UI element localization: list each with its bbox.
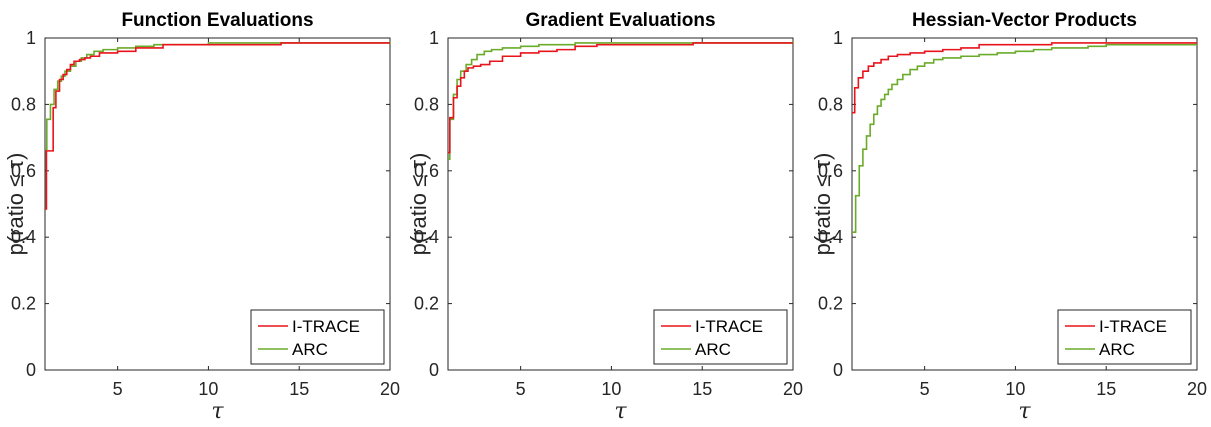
y-tick-label: 0.6: [818, 161, 843, 181]
y-tick-label: 1: [26, 28, 36, 48]
legend-entry: ARC: [695, 340, 731, 359]
chart-title: Function Evaluations: [121, 10, 313, 31]
x-axis-label: τ: [614, 399, 627, 424]
y-tick-label: 0.4: [11, 227, 36, 247]
y-tick-label: 0.2: [414, 294, 439, 314]
series-line-i-trace: [45, 42, 390, 210]
legend-entry: I-TRACE: [695, 317, 763, 336]
legend: I-TRACE ARC: [653, 309, 788, 365]
y-tick-label: 0: [429, 360, 439, 380]
x-tick-label: 10: [198, 379, 218, 399]
x-axis-label: τ: [1018, 399, 1031, 424]
series-line-i-trace: [448, 42, 793, 154]
y-tick-label: 0.8: [414, 94, 439, 114]
x-axis-label: τ: [211, 399, 224, 424]
x-tick-label: 5: [920, 379, 930, 399]
legend-box: [250, 309, 385, 365]
y-tick-label: 0.8: [11, 94, 36, 114]
chart-title: Gradient Evaluations: [525, 10, 715, 31]
legend: I-TRACE ARC: [250, 309, 385, 365]
x-tick-label: 10: [1005, 379, 1025, 399]
y-tick-label: 0: [833, 360, 843, 380]
y-tick-label: 0.4: [818, 227, 843, 247]
x-tick-label: 20: [1187, 379, 1207, 399]
y-tick-label: 0.8: [818, 94, 843, 114]
x-tick-label: 20: [380, 379, 400, 399]
y-axis-label: p(ratio ≤ τ): [3, 153, 28, 256]
x-tick-label: 15: [289, 379, 309, 399]
y-tick-label: 0.6: [414, 161, 439, 181]
legend-entry: I-TRACE: [1099, 317, 1167, 336]
y-tick-label: 0.2: [11, 294, 36, 314]
legend-entry: ARC: [292, 340, 328, 359]
y-tick-label: 0.2: [818, 294, 843, 314]
chart-title: Hessian-Vector Products: [912, 10, 1137, 31]
x-tick-label: 5: [516, 379, 526, 399]
x-tick-label: 10: [601, 379, 621, 399]
y-tick-label: 0: [26, 360, 36, 380]
legend-entry: I-TRACE: [292, 317, 360, 336]
x-tick-label: 15: [692, 379, 712, 399]
series-line-arc: [45, 41, 391, 151]
legend-box: [1057, 309, 1192, 365]
series-line-arc: [852, 43, 1197, 234]
y-tick-label: 0.4: [414, 227, 439, 247]
x-tick-label: 15: [1096, 379, 1116, 399]
y-tick-label: 1: [833, 28, 843, 48]
y-axis-label: p(ratio ≤ τ): [810, 153, 835, 256]
legend-box: [653, 309, 788, 365]
y-tick-label: 1: [429, 28, 439, 48]
series-line-arc: [448, 41, 794, 160]
y-axis-label: p(ratio ≤ τ): [406, 153, 431, 256]
legend-entry: ARC: [1099, 340, 1135, 359]
x-tick-label: 20: [783, 379, 803, 399]
y-tick-label: 0.6: [11, 161, 36, 181]
x-tick-label: 5: [113, 379, 123, 399]
series-line-i-trace: [852, 42, 1197, 114]
legend: I-TRACE ARC: [1057, 309, 1192, 365]
